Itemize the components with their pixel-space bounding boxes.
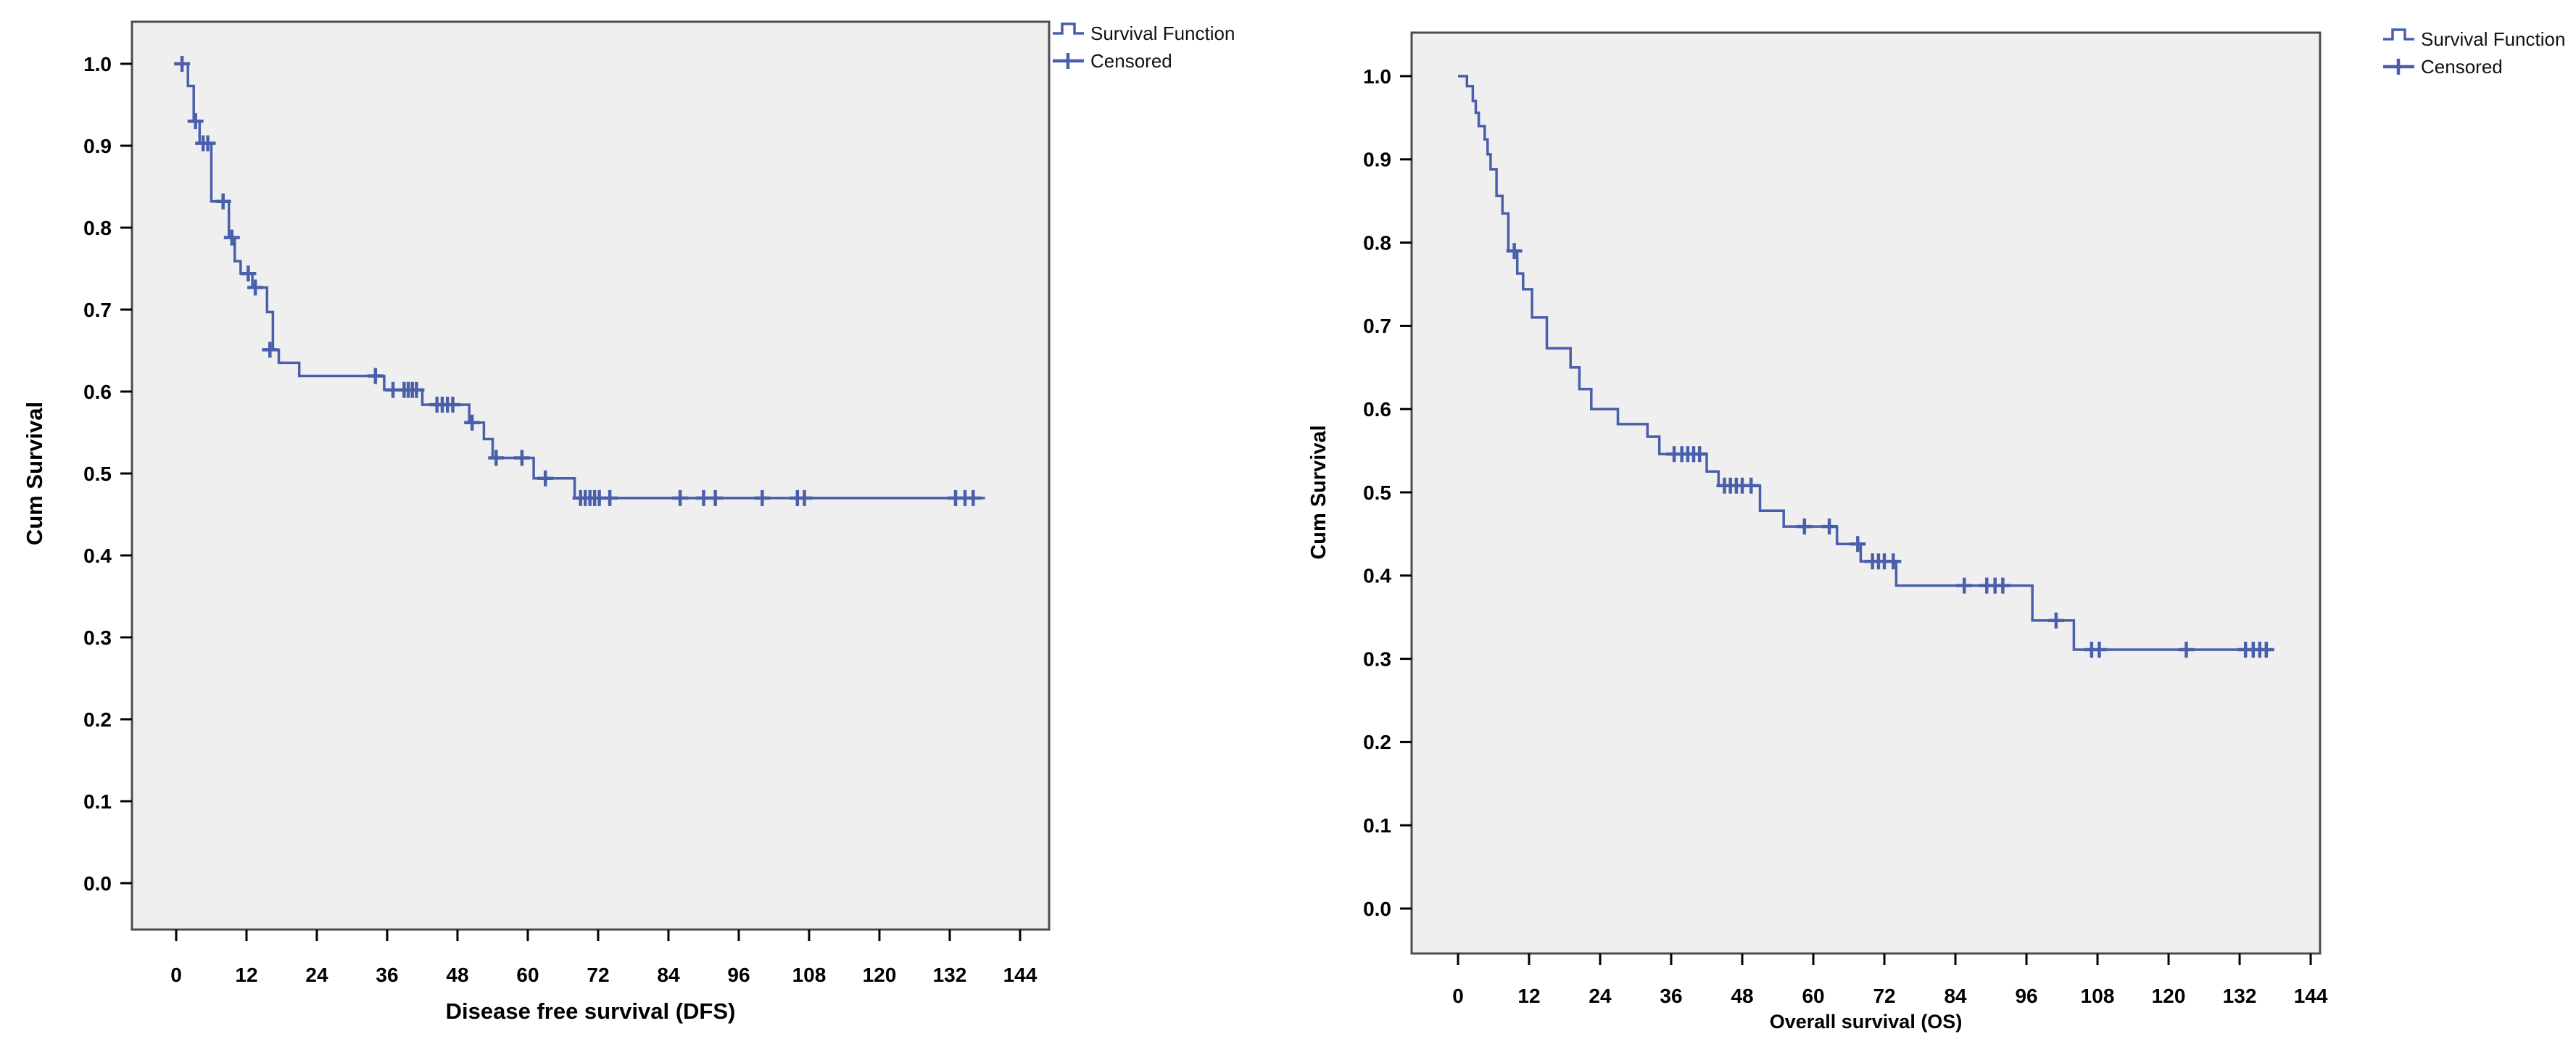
x-tick-label: 132 [933, 964, 967, 986]
y-tick-label: 0.8 [1363, 231, 1391, 254]
y-axis-title: Cum Survival [1307, 425, 1330, 559]
panel-os: 1.0 0.9 0.8 0.7 0.6 0.5 0.4 0.3 0.2 0.1 0.0 0 12 24 36… [1307, 28, 2565, 1033]
x-tick-label: 144 [1003, 964, 1038, 986]
y-tick-label: 0.6 [83, 381, 112, 403]
y-axis-title: Cum Survival [22, 402, 47, 545]
y-tick-label: 0.4 [1363, 565, 1391, 587]
x-tick-label: 48 [1731, 985, 1753, 1007]
x-tick-label: 96 [2015, 985, 2037, 1007]
plot-area [1410, 31, 2322, 955]
y-tick-label: 0.7 [83, 299, 112, 321]
y-tick-label: 0.8 [83, 217, 112, 239]
x-tick-label: 84 [657, 964, 680, 986]
y-tick-label: 1.0 [83, 53, 112, 75]
x-tick-label: 108 [792, 964, 827, 986]
y-tick-label: 0.3 [1363, 648, 1391, 670]
legend-label-survival: Survival Function [2421, 28, 2565, 50]
y-tick-label: 0.5 [83, 463, 112, 485]
x-tick-label: 96 [727, 964, 750, 986]
x-tick-label: 132 [2223, 985, 2257, 1007]
x-tick-label: 60 [516, 964, 539, 986]
y-tick-label: 0.3 [83, 626, 112, 649]
y-tick-label: 0.9 [83, 135, 112, 157]
legend-label-survival: Survival Function [1090, 22, 1235, 44]
x-axis-title: Disease free survival (DFS) [446, 998, 736, 1024]
legend-label-censored: Censored [2421, 56, 2503, 78]
x-tick-label: 0 [170, 964, 182, 986]
x-tick-label: 108 [2081, 985, 2115, 1007]
legend-label-censored: Censored [1090, 50, 1172, 72]
x-tick-label: 84 [1944, 985, 1967, 1007]
legend-step-icon [2383, 28, 2414, 41]
legend-step-icon [1053, 22, 1084, 35]
panel-dfs: 1.0 0.9 0.8 0.7 0.6 0.5 0.4 0.3 0.2 0.1 0.0 0 12 24 36… [22, 20, 1235, 1024]
y-tick-label: 0.1 [83, 790, 112, 813]
x-axis-title: Overall survival (OS) [1770, 1011, 1963, 1033]
y-tick-label: 0.7 [1363, 315, 1391, 337]
y-tick-label: 0.4 [83, 545, 112, 567]
x-tick-label: 60 [1802, 985, 1824, 1007]
y-tick-label: 0.0 [83, 872, 112, 895]
x-tick-label: 72 [1873, 985, 1895, 1007]
y-tick-label: 0.5 [1363, 481, 1391, 504]
x-tick-label: 144 [2294, 985, 2328, 1007]
y-tick-label: 0.9 [1363, 149, 1391, 171]
y-tick-label: 0.0 [1363, 898, 1391, 920]
x-tick-label: 24 [1589, 985, 1612, 1007]
y-tick-label: 0.6 [1363, 398, 1391, 421]
y-tick-label: 0.1 [1363, 814, 1391, 837]
survival-curve [1458, 75, 2269, 651]
x-tick-label: 36 [376, 964, 398, 986]
x-tick-label: 12 [235, 964, 257, 986]
x-tick-label: 48 [446, 964, 468, 986]
legend-censored-icon [1053, 53, 1084, 69]
censor-marks [1506, 243, 2274, 658]
y-tick-label: 0.2 [1363, 731, 1391, 753]
censor-marks [174, 56, 982, 506]
x-tick-label: 36 [1660, 985, 1682, 1007]
x-tick-label: 120 [863, 964, 897, 986]
x-tick-label: 72 [587, 964, 609, 986]
x-tick-label: 24 [305, 964, 328, 986]
plot-area [131, 20, 1051, 931]
legend-censored-icon [2383, 59, 2414, 75]
x-tick-label: 12 [1517, 985, 1540, 1007]
y-tick-label: 1.0 [1363, 65, 1391, 88]
y-tick-label: 0.2 [83, 708, 112, 731]
x-tick-label: 0 [1452, 985, 1464, 1007]
x-tick-label: 120 [2152, 985, 2186, 1007]
